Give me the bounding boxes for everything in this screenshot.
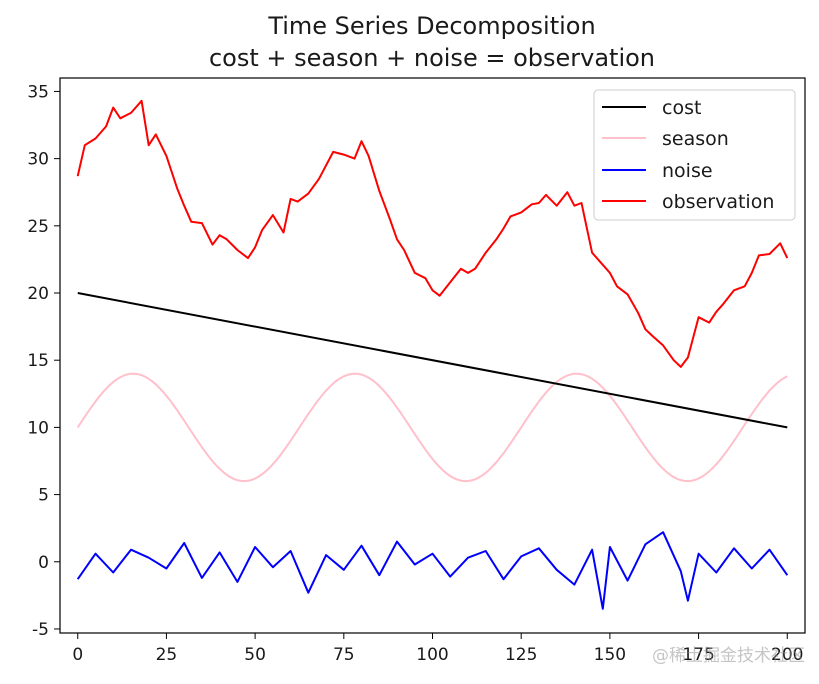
x-tick-label: 25 — [156, 645, 178, 665]
legend: cost season noise observation — [593, 89, 796, 221]
series-layer — [76, 99, 789, 610]
y-tick-label: 10 — [27, 418, 49, 438]
x-tick-label: 100 — [416, 645, 448, 665]
x-tick-label: 175 — [682, 645, 714, 665]
legend-label-season: season — [662, 128, 729, 150]
series-line-season — [76, 372, 788, 483]
series-line-noise — [76, 531, 789, 610]
y-axis: -5 0 5 10 15 20 25 30 35 — [27, 82, 60, 640]
legend-label-noise: noise — [662, 160, 713, 182]
y-tick-label: 5 — [38, 486, 49, 506]
y-tick-label: 20 — [27, 284, 49, 304]
x-tick-label: 125 — [505, 645, 537, 665]
y-tick-label: 25 — [27, 217, 49, 237]
legend-label-observation: observation — [662, 191, 774, 213]
y-tick-label: -5 — [32, 620, 49, 640]
watermark: @稀土掘金技术社区 — [652, 646, 805, 666]
x-axis: 0 25 50 75 100 125 150 175 200 — [72, 633, 803, 665]
x-tick-label: 75 — [333, 645, 355, 665]
y-tick-label: 30 — [27, 150, 49, 170]
legend-label-cost: cost — [662, 97, 701, 119]
x-tick-label: 50 — [244, 645, 266, 665]
series-line-observation — [76, 99, 789, 368]
x-tick-label: 0 — [72, 645, 83, 665]
chart-title: Time Series Decomposition — [267, 12, 595, 40]
x-tick-label: 150 — [594, 645, 626, 665]
legend-box — [593, 89, 796, 221]
y-tick-label: 35 — [27, 82, 49, 102]
series-line-cost — [77, 292, 788, 429]
x-tick-label: 200 — [771, 645, 803, 665]
y-tick-label: 0 — [38, 553, 49, 573]
y-tick-label: 15 — [27, 351, 49, 371]
chart-subtitle: cost + season + noise = observation — [209, 44, 655, 72]
